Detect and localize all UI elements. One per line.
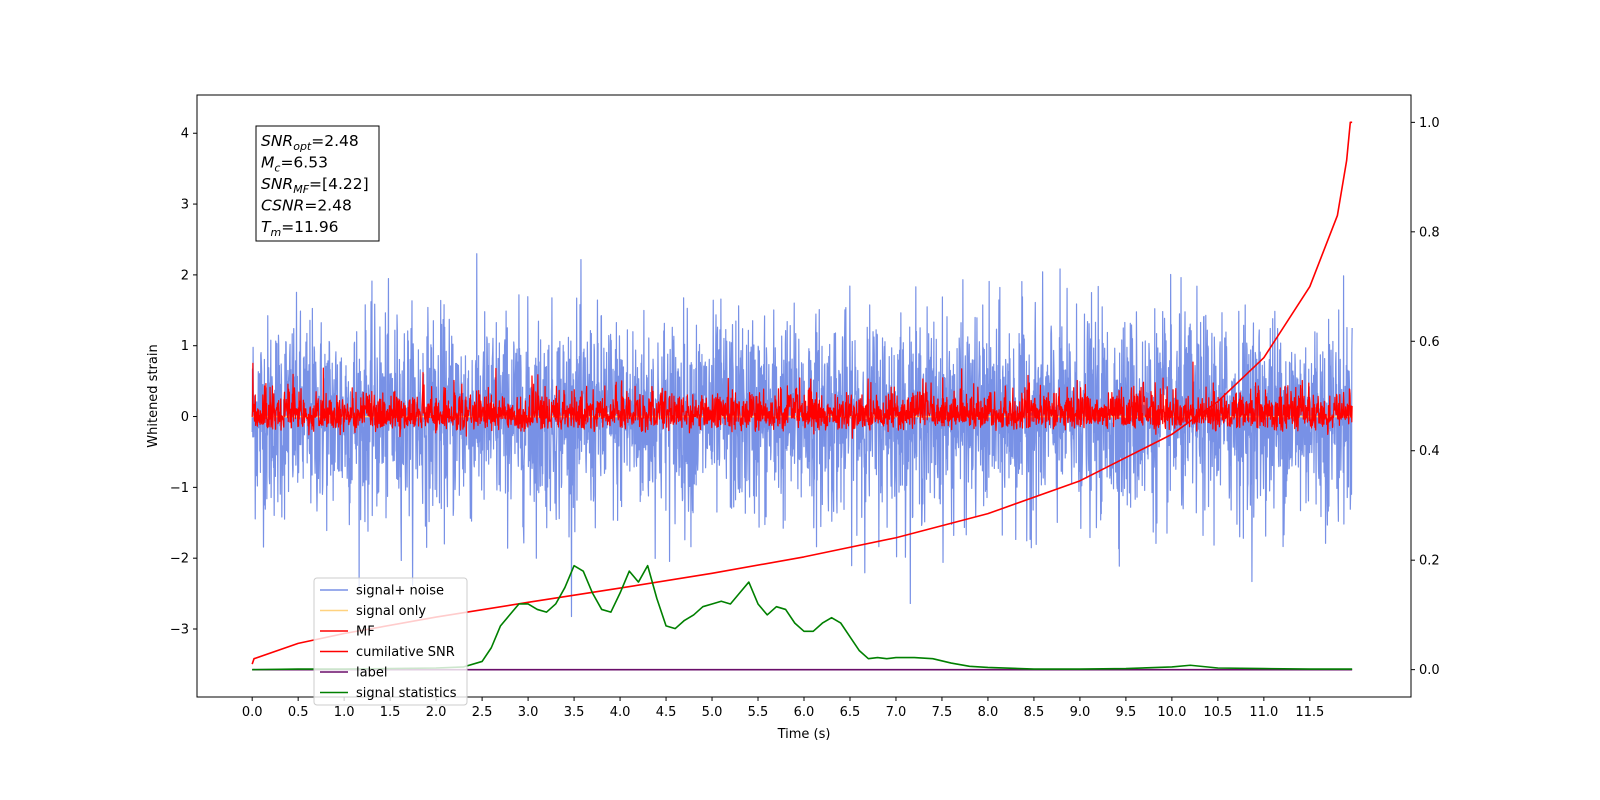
legend-label: signal+ noise (356, 584, 444, 599)
legend-label: label (356, 666, 387, 681)
x-tick-label: 0.0 (242, 705, 263, 720)
x-tick-label: 1.0 (334, 705, 355, 720)
annotation-line: SNRMF=[4.22] (261, 175, 369, 196)
x-tick-label: 9.0 (1070, 705, 1091, 720)
legend: signal+ noise signal only MF cumilative SNR… (313, 577, 468, 706)
x-tick-label: 0.5 (288, 705, 309, 720)
legend-label: signal only (356, 604, 426, 619)
annotation-line: Mc=6.53 (261, 154, 328, 175)
y2-tick-label: 1.0 (1419, 116, 1440, 131)
y-tick-label: −1 (170, 481, 189, 496)
legend-entry: label (320, 666, 387, 681)
axes-layer: 0.0 0.5 1.0 1.5 2.0 2.5 3.0 3.5 4.0 4.5 5.0 5.5 6.0 6… (170, 116, 1440, 720)
x-tick-label: 1.5 (380, 705, 401, 720)
legend-label: MF (356, 625, 375, 640)
y2-tick-label: 0.8 (1419, 225, 1440, 240)
y-tick-label: 0 (181, 410, 189, 425)
y2-tick-label: 0.0 (1419, 663, 1440, 678)
series-line-mf (251, 361, 1353, 439)
x-tick-label: 5.0 (702, 705, 723, 720)
y-axis-label: Whitened strain (146, 344, 161, 447)
x-tick-label: 8.5 (1024, 705, 1045, 720)
x-tick-label: 10.5 (1203, 705, 1232, 720)
annotation-line: CSNR=2.48 (261, 197, 352, 215)
x-tick-label: 11.5 (1295, 705, 1324, 720)
y2-tick-label: 0.2 (1419, 554, 1440, 569)
y-tick-label: −2 (170, 552, 189, 567)
x-axis-label: Time (s) (777, 727, 831, 742)
x-tick-label: 6.5 (840, 705, 861, 720)
x-tick-label: 3.0 (518, 705, 539, 720)
x-tick-label: 4.5 (656, 705, 677, 720)
x-tick-label: 6.0 (794, 705, 815, 720)
legend-label: cumilative SNR (356, 645, 455, 660)
x-tick-label: 3.5 (564, 705, 585, 720)
x-tick-label: 2.5 (472, 705, 493, 720)
x-tick-label: 7.0 (886, 705, 907, 720)
y-tick-label: 3 (181, 198, 189, 213)
x-tick-label: 2.0 (426, 705, 447, 720)
legend-frame (313, 577, 468, 706)
y-tick-label: 2 (181, 268, 189, 283)
series-line-signal-statistics (252, 564, 1353, 671)
x-tick-label: 9.5 (1116, 705, 1137, 720)
legend-label: signal statistics (356, 686, 457, 701)
series-line-signal-noise (251, 253, 1353, 618)
y2-tick-label: 0.6 (1419, 335, 1440, 350)
legend-entry: MF (320, 625, 375, 640)
y-tick-label: −3 (170, 623, 189, 638)
y-tick-label: 4 (181, 127, 189, 142)
annotation-frame (255, 125, 380, 242)
legend-entry: signal+ noise (320, 584, 444, 599)
x-tick-label: 8.0 (978, 705, 999, 720)
x-tick-label: 4.0 (610, 705, 631, 720)
x-tick-label: 7.5 (932, 705, 953, 720)
annotation-line: SNRopt=2.48 (261, 132, 359, 153)
y2-tick-label: 0.4 (1419, 444, 1440, 459)
legend-entry: cumilative SNR (320, 645, 455, 660)
legend-entry: signal only (320, 604, 426, 619)
x-tick-label: 11.0 (1249, 705, 1278, 720)
x-tick-label: 5.5 (748, 705, 769, 720)
y-tick-label: 1 (181, 339, 189, 354)
annotation-line: Tm=11.96 (261, 218, 339, 239)
legend-entry: signal statistics (320, 686, 457, 701)
x-tick-label: 10.0 (1157, 705, 1186, 720)
